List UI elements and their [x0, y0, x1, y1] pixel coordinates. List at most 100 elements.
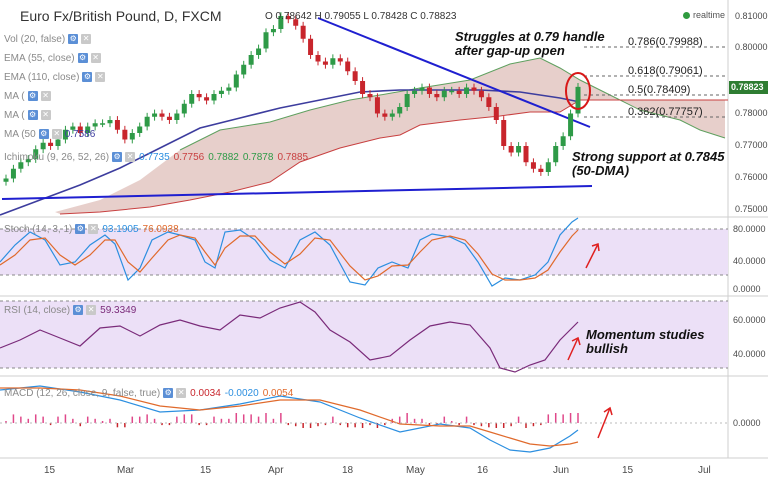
ichimoku-value: 0.7756: [173, 151, 205, 163]
close-icon[interactable]: ✕: [86, 305, 97, 315]
downtrend-line: [317, 17, 591, 128]
time-tick: 16: [477, 465, 489, 476]
highlight-ellipse: [565, 72, 591, 110]
legend-ma2[interactable]: MA (⚙ ✕: [4, 107, 51, 123]
time-tick: 15: [622, 465, 634, 476]
current-price-label: 0.78823: [731, 82, 764, 92]
candle-body: [345, 61, 351, 72]
settings-icon[interactable]: ⚙: [27, 110, 38, 120]
candle-body: [300, 25, 306, 39]
legend-ichimoku[interactable]: Ichimoku (9, 26, 52, 26) ⚙ ✕ 0.7735 0.7756…: [4, 149, 308, 165]
candle-body: [568, 113, 574, 137]
legend-macd[interactable]: MACD (12, 26, close, 9, false, true) ⚙ ✕ 0.…: [4, 385, 293, 401]
legend-ma2-label: MA (: [4, 109, 25, 121]
macd-histogram: [5, 413, 579, 428]
candle-body: [508, 146, 514, 153]
legend-ma50[interactable]: MA (50 ⚙ ✕ 0.7586: [4, 126, 95, 142]
annotation-support: Strong support at 0.7845 (50-DMA): [572, 150, 724, 178]
cloud-red-edge: [59, 99, 728, 215]
candle-body: [538, 168, 544, 172]
legend-vol-label: Vol (20, false): [4, 33, 66, 45]
legend-ma50-value: 0.7586: [64, 128, 96, 140]
settings-icon[interactable]: ⚙: [73, 305, 84, 315]
price-tick: 0.78000: [735, 108, 768, 118]
close-icon[interactable]: ✕: [90, 53, 101, 63]
legend-rsi[interactable]: RSI (14, close) ⚙ ✕ 59.3349: [4, 302, 136, 318]
legend-vol[interactable]: Vol (20, false) ⚙ ✕: [4, 31, 92, 47]
settings-icon[interactable]: ⚙: [82, 72, 93, 82]
candle-body: [18, 162, 24, 169]
candle-body: [560, 136, 566, 146]
close-icon[interactable]: ✕: [51, 129, 62, 139]
stoch-arrow-icon: [585, 243, 600, 269]
settings-icon[interactable]: ⚙: [75, 224, 86, 234]
price-tick: 0.77000: [735, 140, 768, 150]
settings-icon[interactable]: ⚙: [163, 388, 174, 398]
legend-ema55[interactable]: EMA (55, close) ⚙ ✕: [4, 50, 101, 66]
realtime-dot-icon: [683, 12, 690, 20]
candle-body: [270, 29, 276, 33]
candle-body: [486, 97, 492, 107]
candle-body: [55, 139, 61, 146]
candle-body: [412, 90, 418, 94]
close-icon[interactable]: ✕: [176, 388, 187, 398]
candle-body: [330, 58, 336, 65]
macd-hist-value: 0.0034: [190, 387, 221, 399]
macd-axis-tick: 0.0000: [733, 418, 761, 428]
candle-body: [464, 87, 470, 94]
legend-stoch[interactable]: Stoch (14, 3, 1) ⚙ ✕ 93.1905 76.0938: [4, 221, 179, 237]
candle-body: [545, 162, 551, 172]
candle-body: [389, 113, 395, 117]
candle-body: [181, 103, 187, 114]
rsi-axis-tick: 40.0000: [733, 349, 766, 359]
candle-body: [152, 113, 158, 117]
candle-body: [471, 87, 477, 91]
candle-body: [360, 81, 366, 94]
legend-ema110[interactable]: EMA (110, close) ⚙ ✕: [4, 69, 106, 85]
close-icon[interactable]: ✕: [40, 91, 51, 101]
candle-body: [248, 55, 254, 65]
legend-rsi-label: RSI (14, close): [4, 304, 71, 316]
legend-ma[interactable]: MA (⚙ ✕: [4, 88, 51, 104]
candle-body: [189, 94, 195, 104]
close-icon[interactable]: ✕: [95, 72, 106, 82]
ichimoku-value: 0.7735: [139, 151, 170, 163]
cloud-green-edge: [179, 57, 726, 151]
annotation-line: Struggles at 0.79 handle: [455, 29, 605, 44]
realtime-label: realtime: [693, 10, 726, 20]
settings-icon[interactable]: ⚙: [77, 53, 88, 63]
support-line: [1, 185, 593, 200]
close-icon[interactable]: ✕: [40, 110, 51, 120]
time-tick: Mar: [117, 465, 135, 476]
settings-icon[interactable]: ⚙: [112, 152, 123, 162]
stoch-axis-tick: 80.0000: [733, 224, 766, 234]
annotation-line: Strong support at 0.7845: [572, 149, 725, 164]
candle-body: [285, 16, 291, 20]
legend-ma50-label: MA (50: [4, 128, 36, 140]
stoch-band: [0, 229, 728, 275]
candle-body: [322, 61, 328, 65]
candle-body: [404, 94, 410, 107]
close-icon[interactable]: ✕: [125, 152, 136, 162]
legend-ema55-label: EMA (55, close): [4, 52, 75, 64]
settings-icon[interactable]: ⚙: [27, 91, 38, 101]
candle-body: [25, 159, 31, 163]
settings-icon[interactable]: ⚙: [38, 129, 49, 139]
candle-body: [278, 16, 284, 29]
candle-body: [10, 168, 16, 179]
candle-body: [48, 142, 54, 146]
time-tick: Jul: [698, 465, 711, 476]
macd-signal-line: [0, 387, 579, 447]
candle-body: [40, 142, 46, 150]
candle-body: [419, 87, 425, 91]
legend-ma-label: MA (: [4, 90, 25, 102]
candle-body: [233, 74, 239, 88]
legend-ema110-label: EMA (110, close): [4, 71, 80, 83]
fib-label: 0.5(0.78409): [628, 84, 691, 96]
annotation-line: (50-DMA): [572, 163, 630, 178]
close-icon[interactable]: ✕: [81, 34, 92, 44]
close-icon[interactable]: ✕: [88, 224, 99, 234]
settings-icon[interactable]: ⚙: [68, 34, 79, 44]
time-tick: Apr: [268, 465, 284, 476]
